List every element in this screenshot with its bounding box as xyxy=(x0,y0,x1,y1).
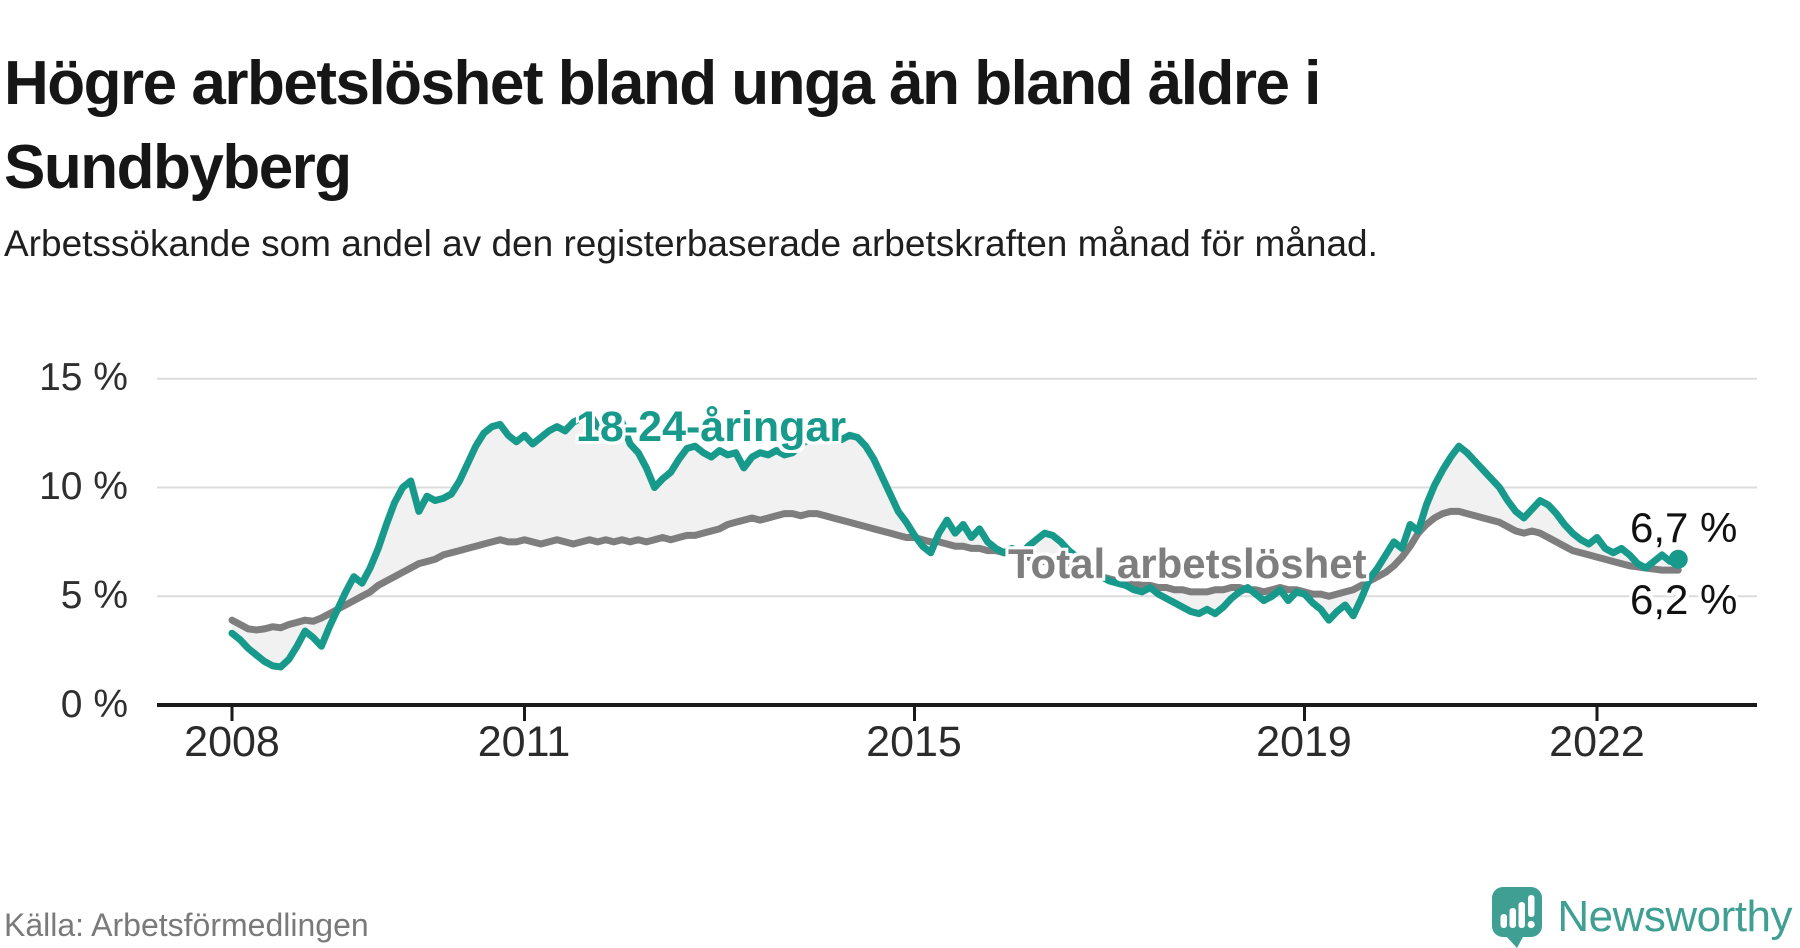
youth-end-value-label: 6,7 % xyxy=(1630,504,1738,551)
total-end-value-label: 6,2 % xyxy=(1630,576,1738,623)
page-subtitle: Arbetssökande som andel av den registerb… xyxy=(4,223,1378,264)
y-tick-label-5: 5 % xyxy=(60,574,128,617)
page-title: Högre arbetslöshet bland unga än bland ä… xyxy=(4,48,1321,202)
youth-series-label: 18-24-åringar xyxy=(576,403,847,451)
newsworthy-logo: Newsworthy xyxy=(1491,886,1792,948)
x-tick-label-2019: 2019 xyxy=(1256,718,1352,766)
total-unemployment-line xyxy=(228,507,1682,634)
x-tick-label-2008: 2008 xyxy=(184,718,280,766)
y-tick-label-15: 15 % xyxy=(39,356,128,399)
y-tick-label-0: 0 % xyxy=(60,683,128,726)
source-note: Källa: Arbetsförmedlingen xyxy=(4,907,369,943)
total-series-label: Total arbetslöshet xyxy=(1008,540,1367,587)
newsworthy-logo-icon xyxy=(1492,887,1543,948)
x-tick-label-2011: 2011 xyxy=(477,718,571,766)
youth-unemployment-line xyxy=(228,410,1682,671)
youth-series-end-dot xyxy=(1668,549,1688,569)
x-tick-label-2015: 2015 xyxy=(866,718,962,766)
y-tick-label-10: 10 % xyxy=(39,465,128,508)
x-tick-label-2022: 2022 xyxy=(1549,718,1645,766)
newsworthy-logo-text: Newsworthy xyxy=(1557,892,1792,941)
